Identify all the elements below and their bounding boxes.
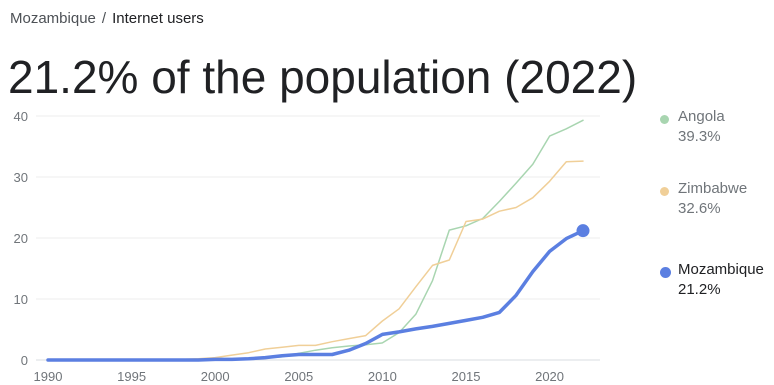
y-tick-label: 10 — [14, 292, 28, 307]
breadcrumb-country[interactable]: Mozambique — [10, 10, 96, 27]
breadcrumb: Mozambique / Internet users — [10, 10, 204, 27]
breadcrumb-separator: / — [101, 10, 107, 27]
legend-dot-mozambique — [660, 267, 671, 278]
y-tick-label: 40 — [14, 109, 28, 124]
breadcrumb-topic: Internet users — [112, 10, 204, 27]
chart-gridlines — [36, 115, 600, 361]
legend-dot-zimbabwe — [660, 187, 669, 196]
x-tick-label: 2010 — [368, 369, 397, 384]
x-tick-label: 2015 — [452, 369, 481, 384]
legend-label: Angola — [678, 108, 725, 125]
y-tick-label: 30 — [14, 170, 28, 185]
x-tick-label: 1995 — [117, 369, 146, 384]
series-line-zimbabwe[interactable] — [47, 160, 584, 361]
legend-value: 32.6% — [678, 200, 721, 217]
series-endpoint-mozambique[interactable] — [576, 224, 590, 238]
legend-value: 21.2% — [678, 281, 721, 298]
x-axis-ticks: 1990 1995 2000 2005 2010 2015 2020 — [34, 369, 564, 384]
x-tick-label: 2000 — [201, 369, 230, 384]
page-title: 21.2% of the population (2022) — [8, 51, 638, 103]
series-line-angola[interactable] — [47, 119, 584, 361]
x-tick-label: 2020 — [535, 369, 564, 384]
chart-series — [46, 119, 590, 362]
legend-label: Zimbabwe — [678, 180, 748, 197]
y-axis-ticks: 0 10 20 30 40 — [14, 109, 28, 368]
y-tick-label: 20 — [14, 231, 28, 246]
legend-value: 39.3% — [678, 128, 721, 145]
x-tick-label: 1990 — [34, 369, 63, 384]
y-tick-label: 0 — [21, 353, 28, 368]
series-line-mozambique[interactable] — [46, 228, 585, 362]
legend-label: Mozambique — [678, 261, 764, 278]
legend-dot-angola — [660, 115, 669, 124]
x-tick-label: 2005 — [284, 369, 313, 384]
